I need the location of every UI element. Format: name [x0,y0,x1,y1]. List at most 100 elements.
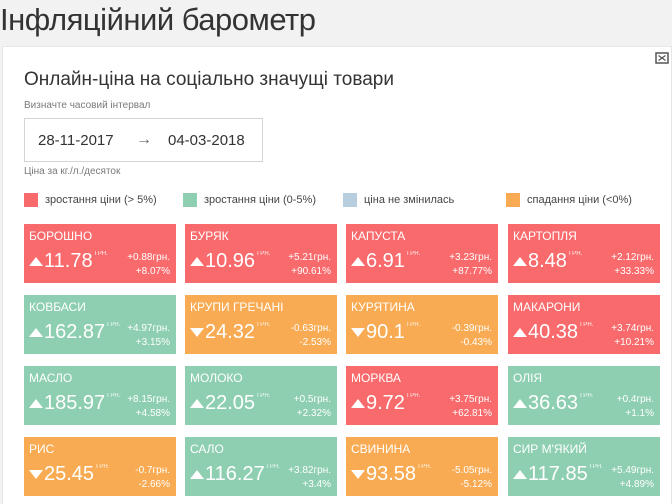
price-unit: ГРН. [580,322,594,328]
price-block: 24.32 ГРН. [190,321,270,343]
product-price: 25.45 [44,463,95,485]
triangle-down-icon [351,328,365,337]
product-name: КОВБАСИ [29,300,86,314]
triangle-up-icon [513,399,527,408]
product-tile[interactable]: КУРЯТИНА 90.1 ГРН. -0.39грн. -0.43% [346,295,498,354]
product-price: 185.97 [44,392,106,414]
product-tile[interactable]: РИС 25.45 ГРН. -0.7грн. -2.66% [24,437,176,496]
price-change-pct: +2.32% [296,408,331,419]
price-block: 93.58 ГРН. [351,463,431,485]
price-unit: ГРН. [257,393,271,399]
product-price: 11.78 [44,250,93,272]
product-tile[interactable]: ОЛІЯ 36.63 ГРН. +0.4грн. +1.1% [508,366,660,425]
product-tile[interactable]: МАСЛО 185.97 ГРН. +8.15грн. +4.58% [24,366,176,425]
price-change-abs: +0.88грн. [127,252,170,263]
card-title: Онлайн-ціна на соціально значущі товари [24,69,394,90]
product-tile[interactable]: САЛО 116.27 ГРН. +3.82грн. +3.4% [185,437,337,496]
price-block: 117.85 ГРН. [513,463,603,485]
price-change-pct: +90.61% [291,266,331,277]
product-name: КАПУСТА [351,229,406,243]
price-block: 25.45 ГРН. [29,463,109,485]
price-card: Онлайн-ціна на соціально значущі товари … [2,46,672,504]
product-price: 22.05 [205,392,256,414]
price-change-abs: +0.5грн. [293,394,331,405]
date-to[interactable]: 04-03-2018 [168,132,245,149]
product-tile[interactable]: КАРТОПЛЯ 8.48 ГРН. +2.12грн. +33.33% [508,224,660,283]
product-tile[interactable]: СВИНИНА 93.58 ГРН. -5.05грн. -5.12% [346,437,498,496]
price-block: 116.27 ГРН. [190,463,280,485]
legend-item: спадання ціни (<0%) [506,193,632,207]
price-change-abs: -5.05грн. [451,465,492,476]
legend-item: зростання ціни (0-5%) [183,193,316,207]
triangle-up-icon [29,328,43,337]
product-tile[interactable]: МОЛОКО 22.05 ГРН. +0.5грн. +2.32% [185,366,337,425]
price-unit: ГРН. [406,322,421,328]
price-unit: ГРН. [406,251,421,257]
price-change-pct: +33.33% [614,266,654,277]
price-change-pct: +3.4% [302,479,331,490]
product-price: 8.48 [528,250,567,272]
fullscreen-icon[interactable] [655,51,669,65]
price-change-abs: -0.7грн. [135,465,170,476]
price-unit: ГРН. [107,322,121,328]
product-tile[interactable]: КОВБАСИ 162.87 ГРН. +4.97грн. +3.15% [24,295,176,354]
price-unit: ГРН. [568,251,583,257]
product-price: 116.27 [205,463,265,485]
date-from[interactable]: 28-11-2017 [38,132,114,149]
price-change-pct: +1.1% [625,408,654,419]
price-unit: ГРН. [406,393,421,399]
price-change-abs: -0.39грн. [451,323,492,334]
triangle-up-icon [513,257,527,266]
product-tile[interactable]: КАПУСТА 6.91 ГРН. +3.23грн. +87.77% [346,224,498,283]
product-tile[interactable]: МОРКВА 9.72 ГРН. +3.75грн. +62.81% [346,366,498,425]
price-unit: ГРН. [107,393,121,399]
product-price: 162.87 [44,321,106,343]
price-change-abs: +8.15грн. [127,394,170,405]
product-price: 6.91 [366,250,405,272]
date-range-picker[interactable]: 28-11-2017 → 04-03-2018 [24,118,263,162]
product-tile[interactable]: КРУПИ ГРЕЧАНІ 24.32 ГРН. -0.63грн. -2.53% [185,295,337,354]
product-tile[interactable]: БОРОШНО 11.78 ГРН. +0.88грн. +8.07% [24,224,176,283]
price-change-pct: +87.77% [452,266,492,277]
triangle-up-icon [513,470,527,479]
price-unit: ГРН. [96,464,110,470]
legend-label: спадання ціни (<0%) [527,194,632,206]
price-change-pct: +4.58% [135,408,170,419]
product-tile[interactable]: СИР М'ЯКИЙ 117.85 ГРН. +5.49грн. +4.89% [508,437,660,496]
price-block: 36.63 ГРН. [513,392,593,414]
product-name: МАСЛО [29,371,73,385]
product-tile[interactable]: БУРЯК 10.96 ГРН. +5.21грн. +90.61% [185,224,337,283]
price-change-abs: +5.49грн. [611,465,654,476]
triangle-up-icon [351,257,365,266]
price-block: 22.05 ГРН. [190,392,270,414]
triangle-up-icon [513,328,527,337]
product-name: МАКАРОНИ [513,300,581,314]
product-name: БУРЯК [190,229,229,243]
price-change-pct: +62.81% [452,408,492,419]
price-unit: ГРН. [257,322,271,328]
arrow-right-icon: → [136,131,152,148]
product-tile[interactable]: МАКАРОНИ 40.38 ГРН. +3.74грн. +10.21% [508,295,660,354]
price-change-abs: +5.21грн. [288,252,331,263]
product-price: 36.63 [528,392,579,414]
triangle-up-icon [190,399,204,408]
price-change-pct: +10.21% [614,337,654,348]
product-name: СВИНИНА [351,442,411,456]
product-name: КУРЯТИНА [351,300,415,314]
product-price: 9.72 [366,392,405,414]
price-block: 6.91 ГРН. [351,250,420,272]
price-block: 11.78 ГРН. [29,250,108,272]
product-name: ОЛІЯ [513,371,543,385]
price-change-abs: +4.97грн. [127,323,170,334]
unit-note: Ціна за кг./л./десяток [24,166,121,177]
legend-label: зростання ціни (0-5%) [204,194,316,206]
legend-item: зростання ціни (> 5%) [24,193,157,207]
legend-swatch [24,193,38,207]
price-unit: ГРН. [589,464,603,470]
price-change-abs: +3.23грн. [449,252,492,263]
price-change-pct: -0.43% [460,337,492,348]
product-price: 93.58 [366,463,417,485]
triangle-up-icon [351,399,365,408]
product-name: БОРОШНО [29,229,93,243]
price-change-pct: -5.12% [460,479,492,490]
